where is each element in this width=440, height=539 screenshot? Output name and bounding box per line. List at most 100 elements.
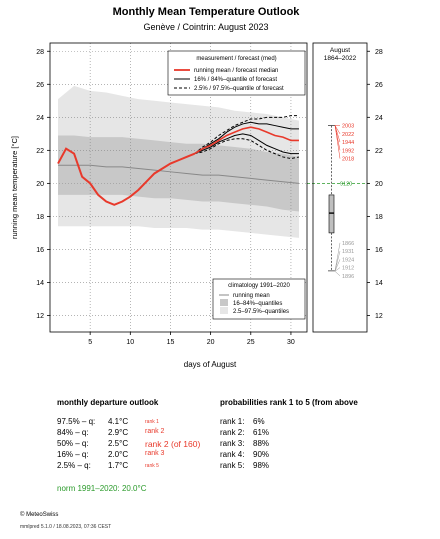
forecast-q84-line: [194, 121, 299, 155]
legend-top-entry: running mean / forecast median: [194, 68, 278, 74]
year-label: 1896: [342, 274, 354, 280]
outlook-rank: rank 2: [145, 428, 165, 435]
climatology-band-inner: [58, 135, 299, 212]
y-tick-label: 12: [36, 313, 44, 320]
probability-rank: rank 2:: [220, 428, 245, 437]
chart-title: Monthly Mean Temperature Outlook: [112, 6, 300, 18]
y-tick-label: 18: [36, 214, 44, 221]
legend-top-entry: 2.5% / 97.5%–quantile of forecast: [194, 86, 284, 92]
legend-top-title: measurement / forecast (med): [196, 56, 276, 62]
outlook-value: 1.7°C: [108, 461, 129, 470]
probabilities-title: probabilities rank 1 to 5 (from above: [220, 398, 358, 407]
legend-top-box: [167, 50, 306, 96]
y-tick-label: 14: [36, 280, 44, 287]
year-label: 1931: [342, 249, 354, 255]
outlook-value: 4.1°C: [108, 417, 129, 426]
legend-bottom-box: [212, 278, 306, 320]
norm-label: 9120: [340, 181, 352, 187]
outlook-rank: rank 5: [145, 463, 159, 469]
probability-value: 61%: [253, 428, 270, 437]
outlook-value: 2.9°C: [108, 428, 129, 437]
probability-value: 6%: [253, 417, 265, 426]
x-tick-label: 15: [167, 339, 175, 346]
outlook-quantile: 2.5% – q:: [57, 461, 91, 470]
year-label: 1924: [342, 257, 354, 263]
year-connector: [334, 259, 341, 272]
probability-rank: rank 5:: [220, 461, 245, 470]
year-connector: [334, 271, 341, 277]
outlook-value: 2.5°C: [108, 439, 129, 448]
plot-frame: [49, 42, 308, 333]
legend-bottom-swatch: [220, 307, 228, 314]
y-tick-label-right: 12: [375, 313, 383, 320]
x-tick-label: 5: [88, 339, 92, 346]
outlook-quantile: 97.5% – q:: [57, 417, 96, 426]
norm-text: norm 1991–2020: 20.0°C: [57, 484, 147, 493]
y-tick-label: 28: [36, 49, 44, 56]
outlook-quantile: 16% – q:: [57, 450, 89, 459]
legend-bottom-title: climatology 1991–2020: [228, 283, 290, 289]
y-tick-label-right: 14: [375, 280, 383, 287]
y-tick-label-right: 18: [375, 214, 383, 221]
y-tick-label: 24: [36, 115, 44, 122]
chart-subtitle: Genève / Cointrin: August 2023: [143, 22, 269, 32]
outlook-quantile: 50% – q:: [57, 439, 89, 448]
forecast-q16-line: [194, 133, 299, 155]
legend-bottom-entry: 16–84%–quantiles: [233, 301, 282, 307]
outlook-rank: rank 2 (of 160): [145, 439, 201, 449]
y-tick-label-right: 26: [375, 82, 383, 89]
year-label: 1912: [342, 266, 354, 272]
y-tick-label-right: 28: [375, 49, 383, 56]
probability-value: 88%: [253, 439, 270, 448]
year-label: 1992: [342, 148, 354, 154]
year-connector: [334, 125, 341, 134]
outlook-title: monthly departure outlook: [57, 398, 159, 407]
side-panel-frame: [312, 42, 368, 333]
x-tick-label: 20: [207, 339, 215, 346]
probability-rank: rank 4:: [220, 450, 245, 459]
year-label: 1944: [342, 140, 354, 146]
year-connector: [334, 125, 341, 143]
legend-bottom-entry: 2.5–97.5%–quantiles: [233, 309, 289, 315]
forecast-q2-5-line: [194, 138, 300, 160]
y-axis-label: running mean temperature [°C]: [10, 136, 19, 239]
side-panel-title-1: August: [330, 47, 350, 54]
y-tick-label: 20: [36, 181, 44, 188]
y-tick-label-right: 22: [375, 148, 383, 155]
outlook-rank: rank 3: [145, 450, 165, 457]
climatology-mean-line: [58, 164, 300, 184]
legend-bottom-swatch: [220, 299, 228, 306]
y-tick-label-right: 16: [375, 247, 383, 254]
y-tick-label: 26: [36, 82, 44, 89]
year-label: 2003: [342, 124, 354, 130]
outlook-rank: rank 1: [145, 419, 159, 425]
y-tick-label-right: 20: [375, 181, 383, 188]
year-label: 2022: [342, 132, 354, 138]
x-tick-label: 25: [247, 339, 255, 346]
probability-rank: rank 3:: [220, 439, 245, 448]
x-axis-label: days of August: [183, 360, 237, 369]
legend-bottom-entry: running mean: [233, 293, 270, 299]
year-connector: [334, 242, 341, 271]
forecast-median-line: [194, 126, 299, 155]
box-iqr: [328, 194, 335, 234]
year-label: 2018: [342, 157, 354, 163]
copyright: © MeteoSwiss: [20, 512, 59, 518]
version-info: mmlpred 5.1.0 / 18.08.2023, 07:36 CEST: [20, 524, 112, 530]
legend-top-entry: 16% / 84%–quantile of forecast: [194, 77, 277, 83]
forecast-q97-5-line: [194, 115, 299, 155]
year-connector: [334, 251, 341, 272]
side-panel-title-2: 1864–2022: [324, 55, 357, 62]
probability-rank: rank 1:: [220, 417, 245, 426]
outlook-quantile: 84% – q:: [57, 428, 89, 437]
measurement-line: [57, 147, 195, 206]
x-tick-label: 10: [126, 339, 134, 346]
y-tick-label: 16: [36, 247, 44, 254]
y-tick-label: 22: [36, 148, 44, 155]
probability-value: 90%: [253, 450, 270, 459]
year-connector: [334, 125, 341, 159]
probability-value: 98%: [253, 461, 270, 470]
year-connector: [334, 267, 341, 272]
